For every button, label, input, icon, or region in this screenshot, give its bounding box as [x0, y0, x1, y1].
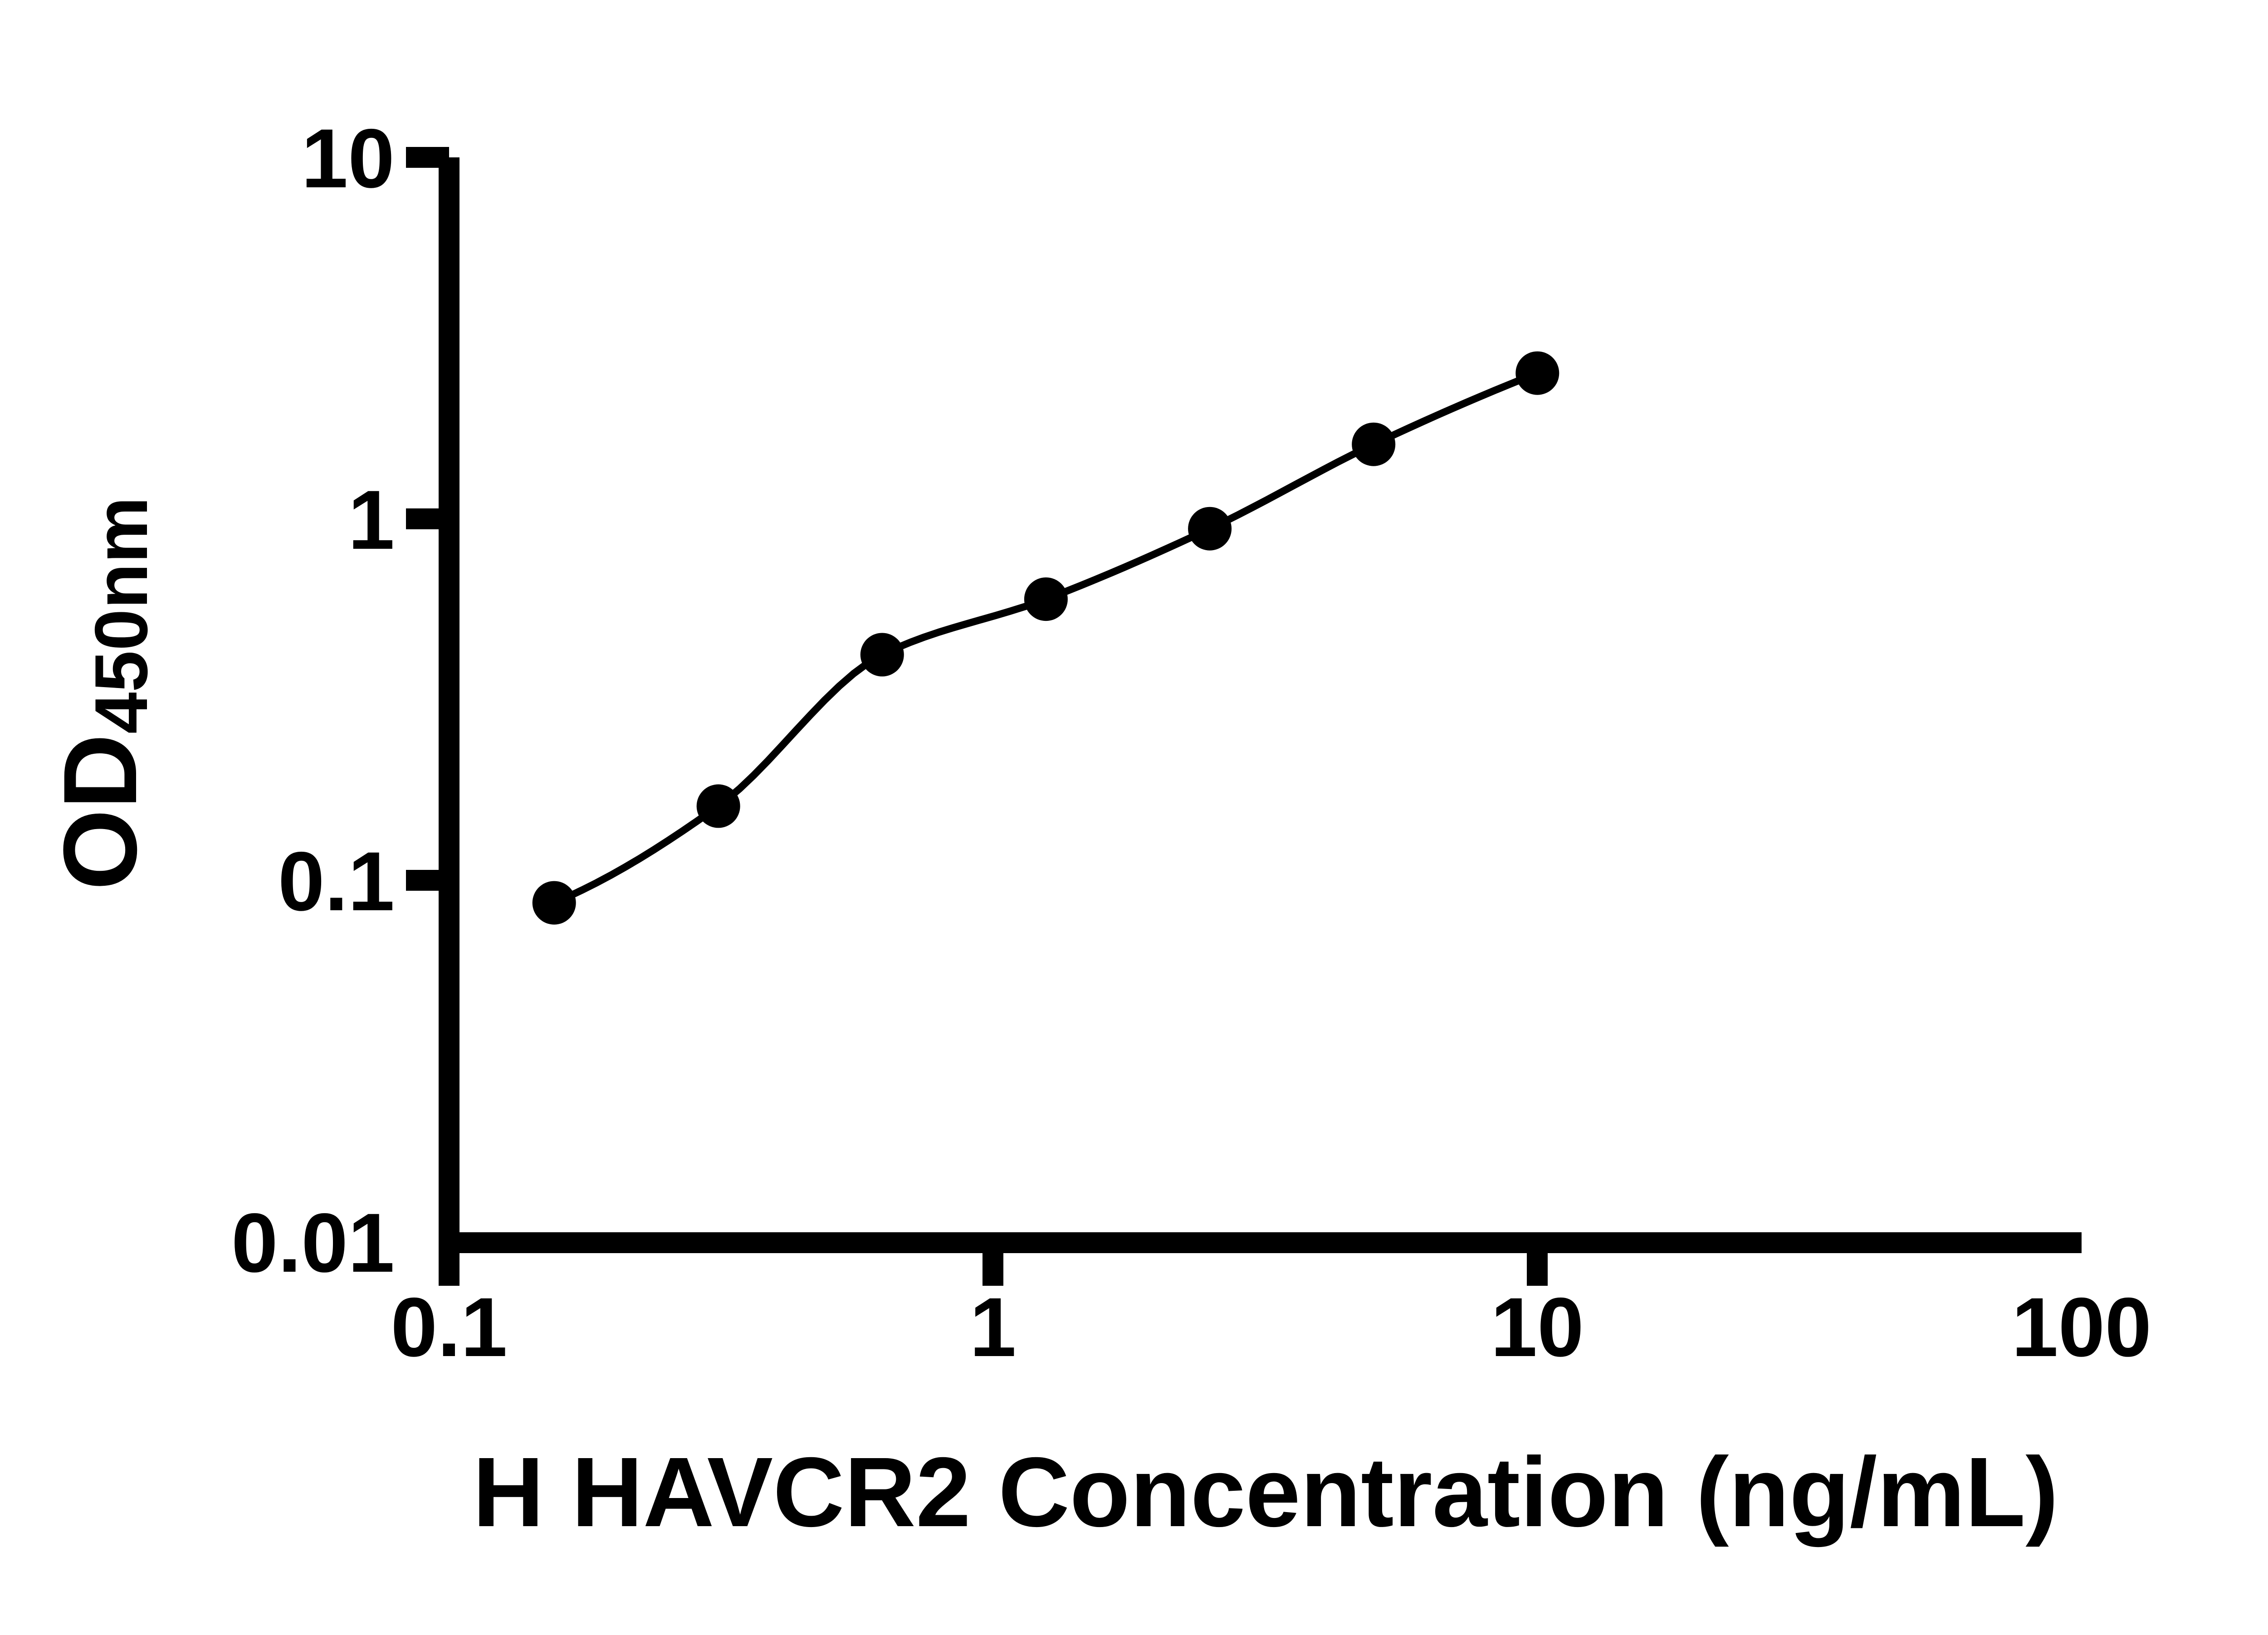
- svg-text:H HAVCR2 Concentration (ng/mL): H HAVCR2 Concentration (ng/mL): [473, 1437, 2058, 1547]
- svg-text:1: 1: [348, 473, 395, 567]
- svg-text:10: 10: [301, 112, 395, 205]
- svg-text:0.1: 0.1: [391, 1281, 507, 1374]
- svg-text:0.1: 0.1: [278, 835, 395, 928]
- svg-text:100: 100: [2012, 1281, 2152, 1374]
- svg-text:0.01: 0.01: [231, 1196, 395, 1290]
- svg-text:1: 1: [970, 1281, 1017, 1374]
- svg-text:OD450nm: OD450nm: [42, 497, 163, 890]
- svg-text:10: 10: [1491, 1281, 1584, 1374]
